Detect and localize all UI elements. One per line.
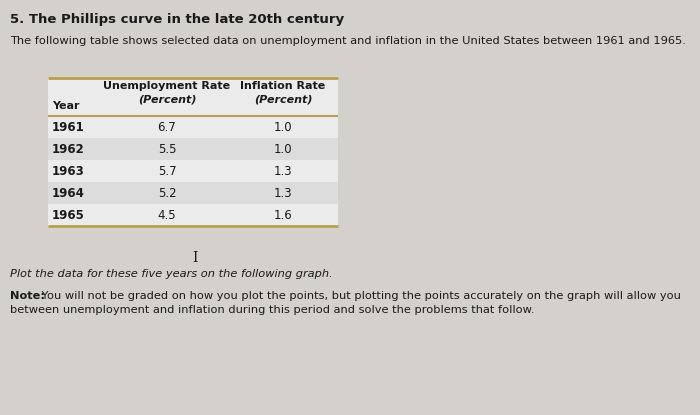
Text: Note:: Note: xyxy=(10,291,45,301)
Text: (Percent): (Percent) xyxy=(253,95,312,105)
Text: 5.2: 5.2 xyxy=(158,186,176,200)
Text: 1.3: 1.3 xyxy=(274,186,293,200)
Text: 1.6: 1.6 xyxy=(274,208,293,222)
Text: between unemployment and inflation during this period and solve the problems tha: between unemployment and inflation durin… xyxy=(10,305,535,315)
Bar xyxy=(48,160,338,182)
Text: 1961: 1961 xyxy=(52,120,85,134)
Text: 4.5: 4.5 xyxy=(158,208,176,222)
Text: 1965: 1965 xyxy=(52,208,85,222)
Text: Inflation Rate: Inflation Rate xyxy=(240,81,326,91)
Text: 5.7: 5.7 xyxy=(158,164,176,178)
Text: 1963: 1963 xyxy=(52,164,85,178)
Text: 1.0: 1.0 xyxy=(274,142,293,156)
Bar xyxy=(48,138,338,160)
Text: Year: Year xyxy=(52,101,80,111)
Bar xyxy=(48,116,338,138)
Text: 6.7: 6.7 xyxy=(158,120,176,134)
Text: 1.0: 1.0 xyxy=(274,120,293,134)
Text: 1964: 1964 xyxy=(52,186,85,200)
Text: The following table shows selected data on unemployment and inflation in the Uni: The following table shows selected data … xyxy=(10,36,686,46)
Text: You will not be graded on how you plot the points, but plotting the points accur: You will not be graded on how you plot t… xyxy=(38,291,681,301)
Bar xyxy=(48,204,338,226)
Text: Plot the data for these five years on the following graph.: Plot the data for these five years on th… xyxy=(10,269,332,279)
Text: 5. The Phillips curve in the late 20th century: 5. The Phillips curve in the late 20th c… xyxy=(10,13,344,26)
Text: 5.5: 5.5 xyxy=(158,142,176,156)
Bar xyxy=(48,78,338,116)
Text: 1.3: 1.3 xyxy=(274,164,293,178)
Text: I: I xyxy=(193,251,197,265)
Text: 1962: 1962 xyxy=(52,142,85,156)
Text: Unemployment Rate: Unemployment Rate xyxy=(104,81,230,91)
Text: (Percent): (Percent) xyxy=(138,95,196,105)
Bar xyxy=(48,182,338,204)
